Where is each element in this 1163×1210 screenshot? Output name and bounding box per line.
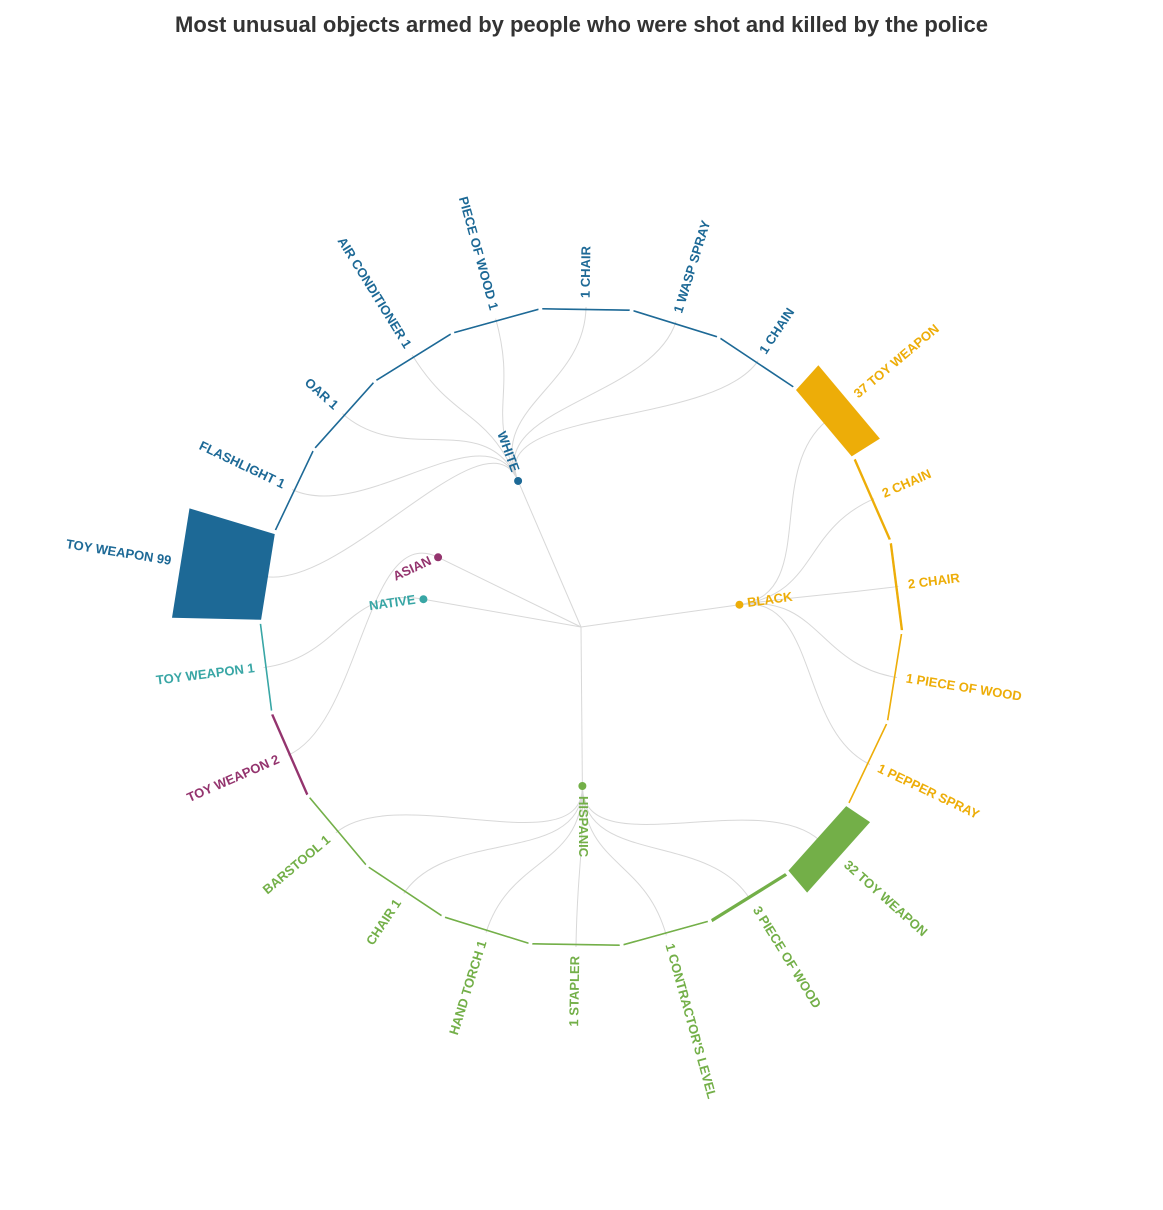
chart-title: Most unusual objects armed by people who… bbox=[175, 12, 988, 37]
leaf-bar bbox=[633, 309, 718, 338]
leaf-link bbox=[514, 360, 759, 482]
leaf-label: 2 CHAIR bbox=[907, 570, 961, 592]
leaf-label: 1 STAPLER bbox=[566, 955, 582, 1026]
group-node-asian bbox=[434, 553, 443, 562]
leaf-link bbox=[291, 455, 519, 497]
leaf-link bbox=[287, 552, 439, 756]
leaf-bar bbox=[259, 623, 273, 711]
labels-layer: 1 CHAIR 1 WASP SPRAY 1 CHAIN 37 TOY WEAPON 2… bbox=[65, 195, 1023, 1101]
leaf-label: 1 WASP SPRAY bbox=[670, 218, 713, 315]
leaf-link bbox=[739, 603, 898, 679]
links-layer bbox=[263, 307, 899, 947]
group-node-white bbox=[514, 476, 523, 485]
group-node-hispanic bbox=[578, 781, 587, 790]
leaf-link bbox=[575, 785, 583, 947]
group-label-white: WHITE bbox=[494, 429, 523, 474]
leaf-label: BARSTOOL 1 bbox=[260, 832, 333, 897]
leaf-label: 3 PIECE OF WOOD bbox=[750, 903, 824, 1010]
leaf-bar bbox=[532, 943, 620, 946]
leaf-link bbox=[581, 785, 751, 900]
leaf-label: FLASHLIGHT 1 bbox=[197, 438, 288, 492]
root-link-hispanic bbox=[580, 626, 583, 786]
leaf-bar bbox=[795, 365, 880, 457]
leaf-label: HAND TORCH 1 bbox=[446, 939, 489, 1037]
leaf-link bbox=[739, 498, 875, 606]
group-label-asian: ASIAN bbox=[391, 553, 434, 584]
leaf-bar bbox=[542, 308, 630, 311]
leaf-label: 2 CHAIN bbox=[880, 466, 934, 501]
leaf-label: 37 TOY WEAPON bbox=[851, 321, 942, 401]
leaf-bar bbox=[368, 866, 442, 917]
leaf-bar bbox=[788, 806, 871, 893]
leaf-bar bbox=[848, 723, 888, 804]
group-node-native bbox=[419, 595, 428, 604]
leaf-link bbox=[513, 321, 677, 482]
leaf-label: TOY WEAPON 99 bbox=[65, 536, 172, 568]
leaf-bar bbox=[309, 797, 367, 866]
leaf-link bbox=[511, 307, 587, 482]
leaf-link bbox=[342, 413, 519, 482]
root-link-white bbox=[517, 480, 582, 628]
leaf-bar bbox=[444, 916, 529, 945]
leaf-label: 1 PEPPER SPRAY bbox=[875, 761, 982, 822]
leaf-bar bbox=[886, 633, 903, 721]
leaf-link bbox=[485, 785, 583, 933]
leaf-link bbox=[581, 785, 820, 841]
leaf-bar bbox=[375, 333, 451, 381]
leaf-link bbox=[264, 462, 519, 578]
leaf-bar bbox=[720, 337, 794, 388]
leaf-label: OAR 1 bbox=[302, 375, 342, 413]
root-link-black bbox=[580, 604, 740, 628]
group-node-black bbox=[735, 600, 744, 609]
group-label-black: BLACK bbox=[746, 589, 794, 610]
leaf-bar bbox=[271, 714, 309, 796]
group-label-native: NATIVE bbox=[368, 592, 417, 613]
leaf-label: TOY WEAPON 2 bbox=[185, 751, 282, 805]
group-label-hispanic: HISPANIC bbox=[576, 796, 591, 858]
leaf-link bbox=[739, 603, 871, 765]
leaf-bar bbox=[711, 873, 788, 923]
leaf-label: CHAIR 1 bbox=[363, 896, 404, 948]
leaf-link bbox=[739, 420, 827, 606]
leaf-label: PIECE OF WOOD 1 bbox=[456, 195, 502, 312]
leaf-bar bbox=[453, 308, 539, 334]
leaf-label: 1 PIECE OF WOOD bbox=[905, 670, 1023, 703]
leaf-label: 1 CONTRACTOR'S LEVEL bbox=[663, 942, 720, 1101]
leaf-bar bbox=[172, 508, 275, 620]
leaf-bar bbox=[889, 542, 904, 631]
leaf-bar bbox=[623, 920, 709, 946]
root-link-native bbox=[423, 598, 582, 628]
leaf-label: 1 CHAIN bbox=[756, 305, 797, 357]
leaf-link bbox=[335, 785, 583, 834]
leaf-label: TOY WEAPON 1 bbox=[155, 660, 255, 687]
leaf-link bbox=[495, 318, 519, 482]
leaf-bar bbox=[853, 458, 891, 540]
leaf-bar bbox=[314, 382, 374, 449]
leaf-link bbox=[739, 585, 899, 606]
leaf-label: 32 TOY WEAPON bbox=[841, 857, 930, 939]
leaf-link bbox=[411, 354, 519, 482]
root-link-asian bbox=[437, 556, 582, 628]
leaf-link bbox=[263, 597, 424, 669]
ring-layer bbox=[172, 308, 904, 946]
leaf-link bbox=[403, 785, 583, 894]
leaf-label: AIR CONDITIONER 1 bbox=[335, 234, 415, 351]
leaf-bar bbox=[274, 450, 314, 531]
leaf-link bbox=[581, 785, 667, 936]
leaf-label: 1 CHAIR bbox=[578, 245, 594, 298]
